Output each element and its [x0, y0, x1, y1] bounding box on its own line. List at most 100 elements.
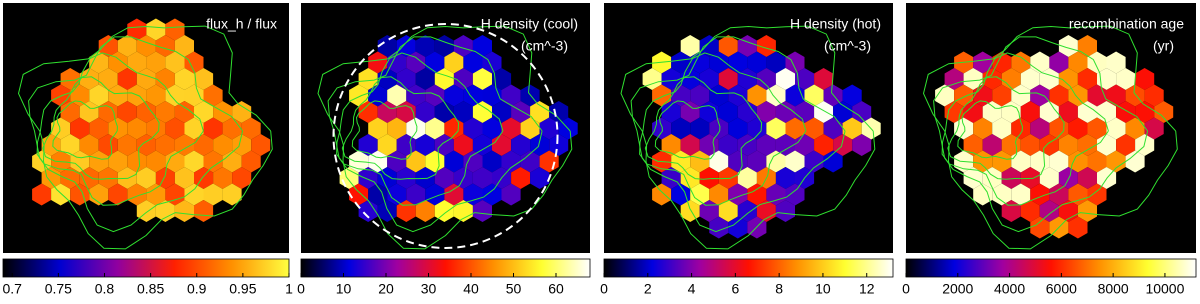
map-cell: [1068, 150, 1088, 173]
panel: H density (cool) (cm^-3) 0 10 20 30 40 50 60: [297, 3, 591, 297]
map-cell: [396, 200, 416, 222]
map-cell: [203, 183, 223, 206]
map-cell: [501, 183, 521, 206]
map-cell: [680, 35, 700, 57]
colorbar-tick-label: 0.7: [2, 281, 22, 297]
map-cell: [775, 200, 795, 222]
contour: [654, 100, 721, 160]
map-cell: [699, 200, 719, 222]
map-cell: [358, 101, 378, 123]
panel-title: H density (cool): [481, 16, 578, 32]
map-cell: [852, 101, 872, 123]
map-cell: [501, 117, 521, 140]
map-cell: [549, 101, 569, 123]
map-cell: [146, 18, 166, 41]
panel: flux_h / flux 0.7 0.75 0.8 0.85 0.9 0.95 1: [2, 3, 293, 297]
map-cell: [963, 101, 983, 123]
map-cell: [1106, 84, 1126, 107]
map-cell: [492, 68, 512, 90]
map-cell: [165, 84, 185, 107]
map-cell: [1068, 84, 1088, 107]
map-cell: [434, 167, 454, 189]
map-cell: [387, 84, 407, 107]
map-cell: [108, 183, 128, 206]
map-cell: [954, 84, 974, 107]
colorbar-tick-label: 10000: [1145, 281, 1184, 297]
map-cell: [349, 183, 369, 206]
map-cell: [709, 84, 729, 107]
map-cell: [1116, 68, 1136, 90]
colorbar-tick-label: 0.9: [187, 281, 207, 297]
map-cell: [530, 134, 550, 156]
map-cell: [1087, 183, 1107, 206]
map-cell: [415, 35, 435, 57]
map-cell: [520, 117, 540, 140]
colorbar-tick-label: 4000: [994, 281, 1025, 297]
map-cell: [737, 200, 757, 222]
colorbar-tick-label: 0.85: [137, 281, 164, 297]
contour: [947, 76, 1065, 180]
map-cell: [690, 84, 710, 107]
contour: [630, 36, 846, 233]
map-cell: [444, 84, 464, 107]
map-cell: [1001, 200, 1021, 222]
map-cell: [406, 150, 426, 173]
map-cell: [699, 68, 719, 90]
map-cell: [155, 134, 175, 156]
map-cell: [511, 101, 531, 123]
map-cell: [718, 68, 738, 90]
map-cell: [661, 134, 681, 156]
map-cell: [165, 150, 185, 173]
colorbar-tick-label: 30: [421, 281, 437, 297]
map-cell: [775, 167, 795, 189]
panel-unit: (yr): [1153, 38, 1174, 54]
map-cell: [184, 150, 204, 173]
colorbar-tick-label: 50: [506, 281, 522, 297]
map-cell: [935, 84, 955, 107]
contour: [644, 76, 763, 180]
map-cell: [127, 117, 147, 140]
map-cell: [747, 51, 767, 74]
map-cell: [1077, 101, 1097, 123]
map-cell: [98, 167, 118, 189]
map-cell: [146, 51, 166, 74]
colorbar-tick-label: 2: [644, 281, 652, 297]
map-cell: [117, 68, 137, 90]
map-cell: [973, 183, 993, 206]
map-cell: [804, 117, 824, 140]
map-cell: [973, 84, 993, 107]
colorbar-tick-label: 10: [336, 281, 352, 297]
map-cell: [358, 68, 378, 90]
map-cell: [453, 134, 473, 156]
map-cell: [1125, 150, 1145, 173]
colorbar: [905, 258, 1197, 278]
map-cell: [1087, 150, 1107, 173]
map-cell: [1116, 101, 1136, 123]
map-cell: [756, 68, 776, 90]
map-cell: [377, 35, 397, 57]
map-cell: [501, 84, 521, 107]
map-cell: [463, 117, 483, 140]
colorbar-tick-label: 0.95: [229, 281, 256, 297]
map-cell: [690, 183, 710, 206]
contour: [957, 100, 1023, 160]
map-cell: [482, 117, 502, 140]
map-cell: [463, 150, 483, 173]
map-cell: [1087, 51, 1107, 74]
map-cell: [1106, 117, 1126, 140]
colorbar: [300, 258, 591, 278]
map-cell: [775, 134, 795, 156]
map-cell: [368, 51, 388, 74]
map-cell: [472, 167, 492, 189]
map-cell: [1030, 84, 1050, 107]
map-cell: [349, 84, 369, 107]
map-cell: [425, 183, 445, 206]
map-cell: [530, 101, 550, 123]
map-cell: [222, 183, 242, 206]
contour: [336, 52, 504, 206]
map-cell: [425, 117, 445, 140]
colorbar-tick-label: 4: [688, 281, 696, 297]
map-cell: [415, 134, 435, 156]
